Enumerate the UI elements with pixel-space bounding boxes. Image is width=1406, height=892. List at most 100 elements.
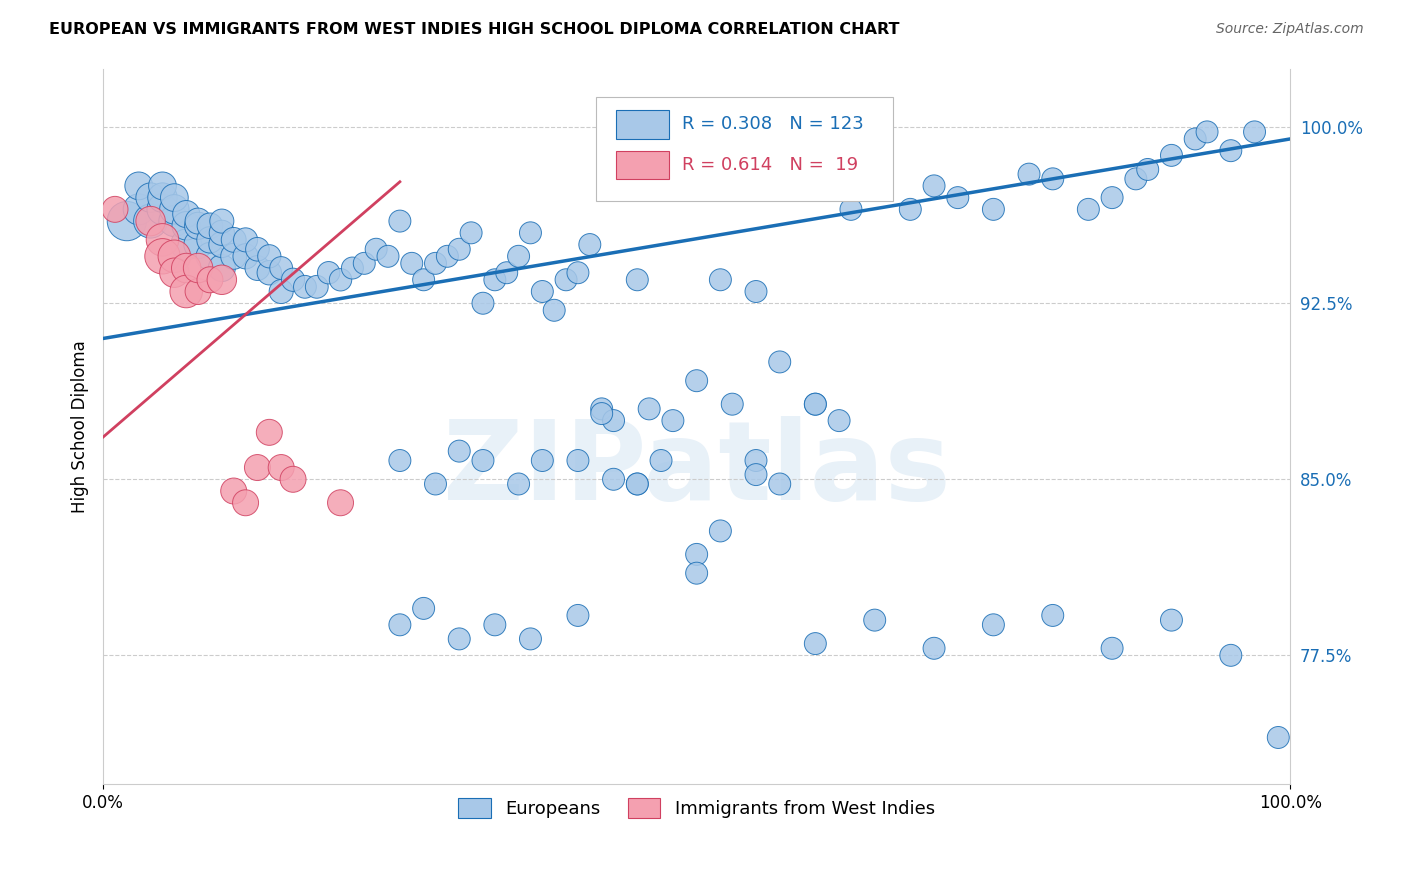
- Point: [174, 207, 197, 221]
- Point: [508, 477, 530, 491]
- Point: [804, 637, 827, 651]
- Point: [366, 242, 388, 256]
- Point: [1219, 144, 1241, 158]
- Point: [578, 237, 600, 252]
- Point: [152, 191, 174, 205]
- Point: [685, 566, 707, 581]
- Point: [591, 401, 613, 416]
- Point: [388, 214, 411, 228]
- FancyBboxPatch shape: [596, 97, 893, 201]
- Point: [1243, 125, 1265, 139]
- Point: [555, 273, 578, 287]
- Point: [187, 219, 209, 233]
- Text: Source: ZipAtlas.com: Source: ZipAtlas.com: [1216, 22, 1364, 37]
- Point: [804, 397, 827, 411]
- Point: [626, 477, 648, 491]
- Point: [329, 496, 352, 510]
- Point: [388, 453, 411, 467]
- Point: [1077, 202, 1099, 217]
- Point: [745, 453, 768, 467]
- Point: [139, 191, 162, 205]
- Point: [769, 355, 792, 369]
- Point: [305, 280, 328, 294]
- Point: [270, 460, 292, 475]
- Point: [626, 477, 648, 491]
- Point: [922, 641, 945, 656]
- Point: [1184, 132, 1206, 146]
- Bar: [616, 151, 669, 179]
- Point: [259, 266, 281, 280]
- Point: [602, 414, 624, 428]
- Point: [187, 260, 209, 275]
- Point: [246, 242, 269, 256]
- Point: [602, 472, 624, 486]
- Point: [1042, 171, 1064, 186]
- Point: [246, 260, 269, 275]
- Point: [174, 219, 197, 233]
- Point: [745, 467, 768, 482]
- Point: [1136, 162, 1159, 177]
- Point: [1197, 125, 1219, 139]
- Point: [1219, 648, 1241, 663]
- Text: ZIPatlas: ZIPatlas: [443, 416, 950, 523]
- Point: [270, 285, 292, 299]
- Point: [425, 477, 447, 491]
- Point: [211, 260, 233, 275]
- Point: [472, 453, 495, 467]
- Point: [472, 296, 495, 310]
- Point: [235, 496, 257, 510]
- Point: [353, 256, 375, 270]
- Point: [650, 453, 672, 467]
- Point: [460, 226, 482, 240]
- Point: [222, 483, 245, 498]
- Point: [543, 303, 565, 318]
- Bar: [616, 110, 669, 138]
- Point: [115, 214, 138, 228]
- Point: [211, 273, 233, 287]
- Point: [174, 237, 197, 252]
- Point: [281, 273, 304, 287]
- Point: [401, 256, 423, 270]
- Point: [519, 632, 541, 646]
- Point: [388, 617, 411, 632]
- Point: [235, 249, 257, 263]
- Point: [1101, 191, 1123, 205]
- Point: [531, 453, 554, 467]
- Point: [412, 273, 434, 287]
- Point: [1160, 148, 1182, 162]
- Point: [377, 249, 399, 263]
- Point: [828, 414, 851, 428]
- Point: [508, 249, 530, 263]
- Point: [1018, 167, 1040, 181]
- Point: [983, 202, 1005, 217]
- Point: [270, 260, 292, 275]
- Point: [685, 374, 707, 388]
- Point: [128, 202, 150, 217]
- Text: R = 0.308   N = 123: R = 0.308 N = 123: [682, 115, 865, 134]
- Point: [187, 285, 209, 299]
- Point: [187, 214, 209, 228]
- Point: [425, 256, 447, 270]
- Point: [128, 178, 150, 193]
- Point: [449, 242, 471, 256]
- Point: [922, 178, 945, 193]
- Point: [198, 233, 221, 247]
- Point: [222, 249, 245, 263]
- Point: [139, 214, 162, 228]
- Point: [211, 214, 233, 228]
- Point: [318, 266, 340, 280]
- Point: [198, 273, 221, 287]
- Point: [567, 608, 589, 623]
- Point: [769, 477, 792, 491]
- Point: [152, 249, 174, 263]
- Point: [863, 178, 886, 193]
- Point: [342, 260, 364, 275]
- Text: R = 0.614   N =  19: R = 0.614 N = 19: [682, 156, 859, 174]
- Point: [281, 472, 304, 486]
- Point: [259, 425, 281, 440]
- Point: [449, 444, 471, 458]
- Point: [721, 397, 744, 411]
- Point: [898, 202, 921, 217]
- Point: [235, 233, 257, 247]
- Point: [804, 397, 827, 411]
